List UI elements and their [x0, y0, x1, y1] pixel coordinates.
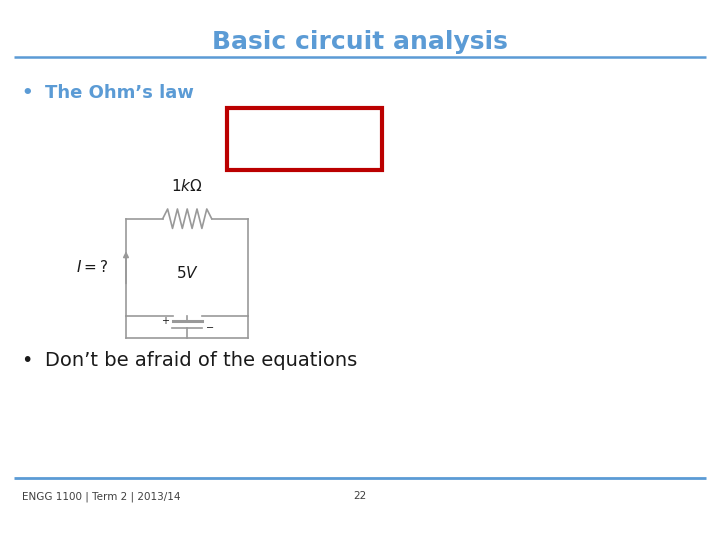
Text: ENGG 1100 | Term 2 | 2013/14: ENGG 1100 | Term 2 | 2013/14	[22, 491, 180, 502]
Text: −: −	[206, 323, 214, 333]
Text: $5V$: $5V$	[176, 265, 199, 281]
Text: $1k\Omega$: $1k\Omega$	[171, 178, 203, 194]
Text: +: +	[161, 316, 169, 326]
Text: The Ohm’s law: The Ohm’s law	[45, 84, 194, 102]
Text: $I=?$: $I=?$	[76, 259, 108, 275]
Text: 22: 22	[354, 491, 366, 502]
Bar	[227, 108, 382, 170]
Text: Basic circuit analysis: Basic circuit analysis	[212, 30, 508, 53]
Text: Don’t be afraid of the equations: Don’t be afraid of the equations	[45, 351, 357, 370]
Text: •: •	[22, 351, 33, 370]
Text: •: •	[22, 84, 33, 102]
